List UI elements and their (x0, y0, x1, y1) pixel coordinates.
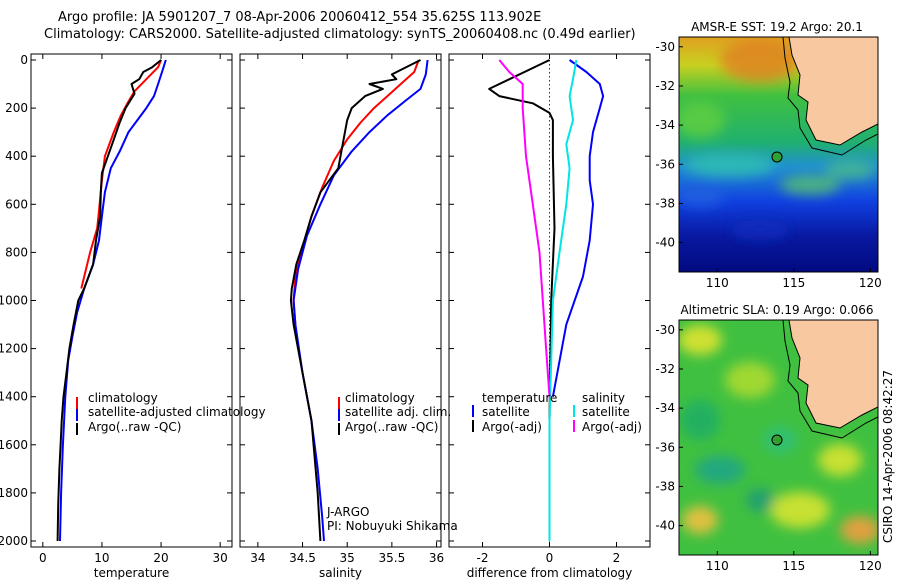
x-axis-label: salinity (319, 566, 362, 580)
x-axis-label: difference from climatology (467, 566, 633, 580)
plot-frame (239, 53, 442, 548)
land-mass (788, 320, 878, 429)
sla-map: Altimetric SLA: 0.19 Argo: 0.066 -30 -32 -… (655, 303, 881, 573)
series-line (292, 59, 420, 325)
argo-position-marker (771, 434, 783, 446)
series-line (551, 59, 605, 397)
salinity-legend: climatology satellite adj. clim. Argo(..… (326, 391, 458, 533)
figure-title-line2: Climatology: CARS2000. Satellite-adjuste… (44, 27, 636, 42)
sst-field-texture (679, 38, 875, 240)
land-mass (788, 37, 878, 146)
x-tick-label: 2 (613, 551, 621, 565)
map-x-tick-label: 110 (706, 276, 729, 290)
map-y-tick-label: -36 (655, 157, 675, 171)
map-y-tick-label: -30 (655, 323, 675, 337)
difference-legend: temperature satellite Argo(-adj) salinit… (472, 391, 642, 434)
map-y-tick-label: -30 (655, 40, 675, 54)
x-tick-label: 0 (39, 551, 47, 565)
argo-position-marker (771, 151, 783, 163)
map-title: Altimetric SLA: 0.19 Argo: 0.066 (680, 303, 873, 317)
temperature-panel: 0 10 20 30 0 200 400 600 800 1000 1200 1400 1600 1800… (0, 53, 233, 580)
series-line (292, 59, 429, 542)
x-tick-label: 34.5 (289, 551, 316, 565)
legend-label: climatology (345, 391, 415, 405)
series-line (498, 59, 551, 397)
map-x-tick-label: 120 (859, 276, 882, 290)
legend-label: satellite (582, 405, 630, 419)
y-tick-label: 1400 (0, 390, 28, 404)
series-line (289, 59, 421, 542)
x-tick-label: 10 (94, 551, 109, 565)
y-tick-label: 400 (5, 149, 28, 163)
series-line (80, 59, 163, 289)
temperature-legend: climatology satellite-adjusted climatolo… (76, 391, 266, 435)
map-y-tick-label: -36 (655, 440, 675, 454)
map-frame (678, 36, 879, 273)
sla-field-texture (679, 325, 878, 544)
figure-title-line1: Argo profile: JA 5901207_7 08-Apr-2006 2… (58, 10, 542, 25)
x-tick-label: 20 (153, 551, 168, 565)
map-frame (678, 319, 879, 556)
legend-label: satellite (482, 405, 530, 419)
map-y-tick-label: -32 (655, 79, 675, 93)
y-tick-label: 0 (20, 53, 28, 67)
map-y-tick-label: -40 (655, 236, 675, 250)
series-line (488, 59, 556, 541)
x-tick-label: 0 (546, 551, 554, 565)
map-x-tick-label: 115 (782, 559, 805, 573)
map-y-tick-label: -34 (655, 401, 675, 415)
map-y-tick-label: -38 (655, 479, 675, 493)
y-tick-label: 1000 (0, 294, 28, 308)
map-title: AMSR-E SST: 19.2 Argo: 20.1 (691, 20, 863, 34)
legend-heading-temperature: temperature (482, 391, 557, 405)
y-tick-label: 800 (5, 245, 28, 259)
sst-map: AMSR-E SST: 19.2 Argo: 20.1 -30 -32 -34 -36… (655, 20, 881, 290)
legend-label: satellite-adjusted climatology (88, 405, 266, 419)
y-tick-label: 600 (5, 197, 28, 211)
map-y-tick-label: -40 (655, 519, 675, 533)
map-y-tick-label: -32 (655, 362, 675, 376)
map-y-tick-label: -34 (655, 118, 675, 132)
legend-label: Argo(..raw -QC) (88, 420, 181, 434)
legend-heading-salinity: salinity (582, 391, 625, 405)
y-tick-label: 2000 (0, 534, 28, 548)
x-tick-label: 30 (213, 551, 228, 565)
legend-label: climatology (88, 391, 158, 405)
x-tick-label: 36 (429, 551, 444, 565)
salinity-panel: 34 34.5 35 35.5 36 salinity (239, 53, 444, 580)
series-line (548, 59, 578, 541)
legend-label: Argo(-adj) (582, 420, 642, 434)
map-x-tick-label: 115 (782, 276, 805, 290)
legend-label: Argo(-adj) (482, 420, 542, 434)
y-tick-label: 1200 (0, 342, 28, 356)
x-axis-label: temperature (94, 566, 169, 580)
map-x-tick-label: 110 (706, 559, 729, 573)
x-tick-label: 35.5 (379, 551, 406, 565)
map-y-tick-label: -38 (655, 196, 675, 210)
map-x-tick-label: 120 (859, 559, 882, 573)
shelf-contour (782, 37, 878, 156)
legend-label: satellite adj. clim. (345, 405, 451, 419)
legend-label: Argo(..raw -QC) (345, 420, 438, 434)
series-line (59, 59, 167, 542)
x-tick-label: 34 (250, 551, 265, 565)
y-tick-label: 200 (5, 101, 28, 115)
y-tick-label: 1800 (0, 486, 28, 500)
annotation-programme: J-ARGO (326, 505, 369, 519)
x-tick-label: -2 (477, 551, 489, 565)
side-timestamp: CSIRO 14-Apr-2006 08:42:27 (881, 370, 895, 543)
x-tick-label: 35 (340, 551, 355, 565)
series-line (56, 59, 162, 542)
annotation-pi: PI: Nobuyuki Shikama (327, 519, 458, 533)
y-tick-label: 1600 (0, 438, 28, 452)
shelf-contour (782, 320, 878, 439)
